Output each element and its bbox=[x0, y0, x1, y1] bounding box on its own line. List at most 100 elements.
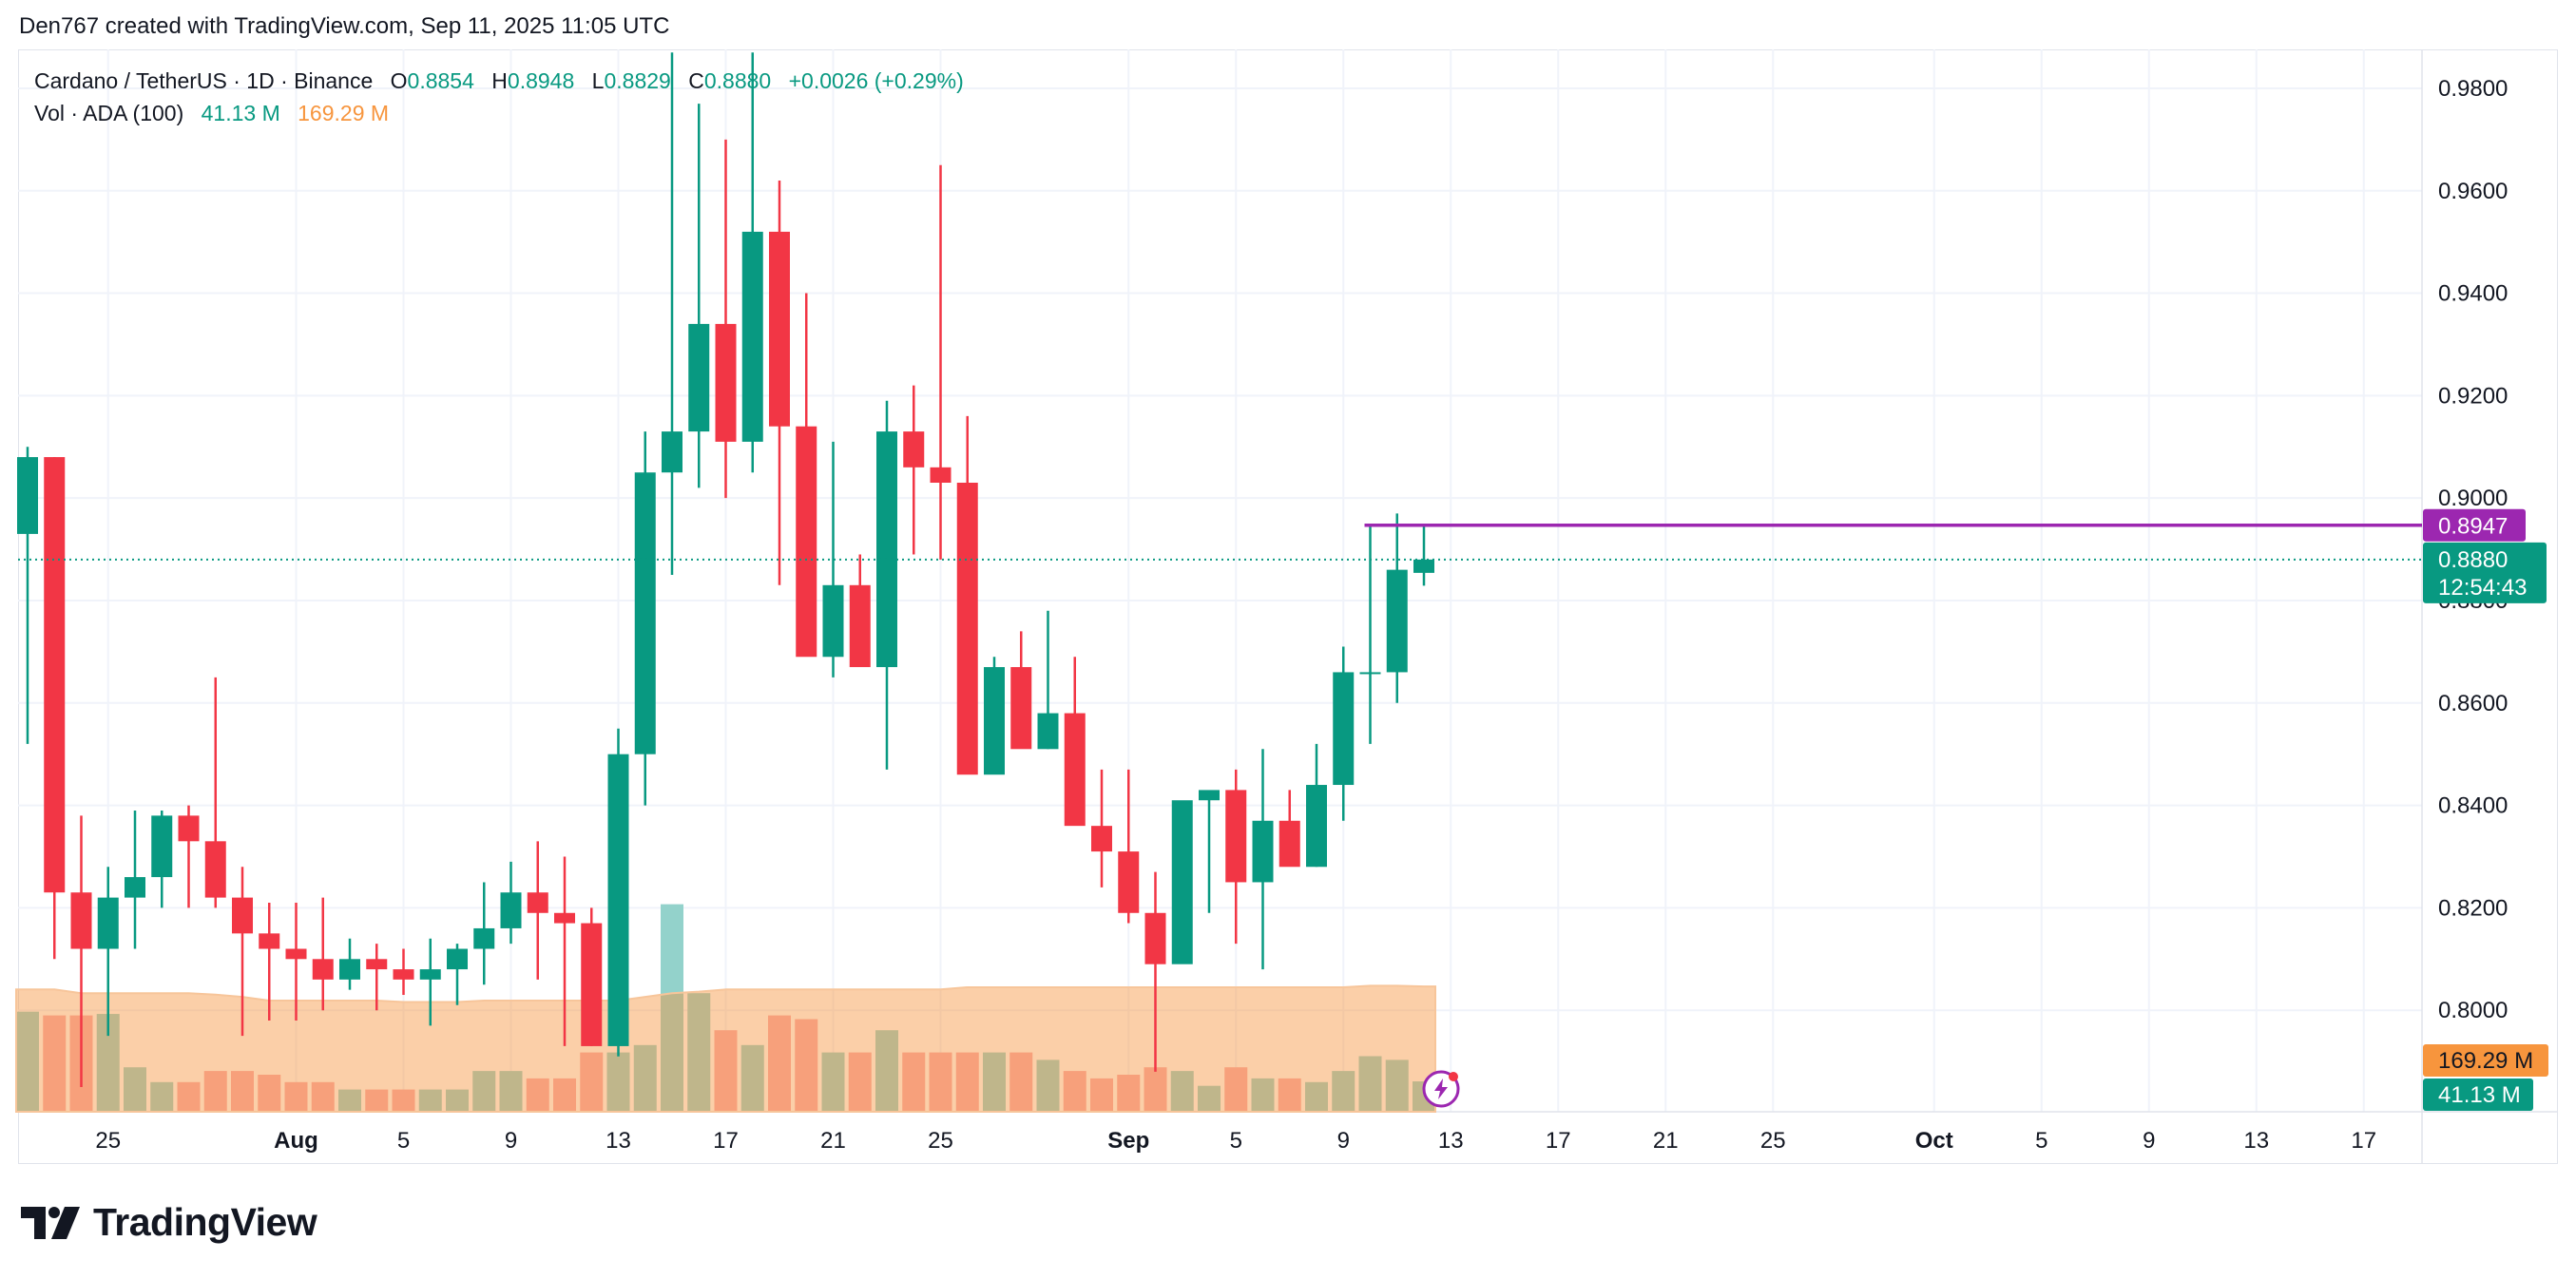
symbol-title[interactable]: Cardano / TetherUS · 1D · Binance bbox=[34, 68, 374, 93]
time-tick-label: 9 bbox=[505, 1128, 517, 1154]
countdown-label: 12:54:43 bbox=[2438, 575, 2527, 601]
candle-body bbox=[1199, 790, 1220, 801]
ohlc-legend: Cardano / TetherUS · 1D · Binance O0.885… bbox=[34, 68, 964, 94]
candle bbox=[1144, 871, 1166, 1072]
volume-bar bbox=[16, 1011, 39, 1112]
time-axis: 25 Aug 5 9 13 17 21 25 Sep 5 9 13 17 21 25 Oct 5 9 13 17 bbox=[95, 1128, 2376, 1154]
candle-body bbox=[822, 584, 844, 658]
candle-body bbox=[741, 231, 763, 442]
candle bbox=[1091, 769, 1112, 888]
time-tick-label: 25 bbox=[928, 1128, 953, 1154]
volume-bar bbox=[1144, 1067, 1167, 1112]
candle-body bbox=[285, 948, 307, 960]
candle bbox=[1199, 790, 1220, 913]
candle-body bbox=[1064, 713, 1086, 827]
volume-bar bbox=[848, 1052, 872, 1112]
close-label: C bbox=[688, 68, 704, 93]
candle bbox=[903, 385, 925, 555]
candle-body bbox=[903, 431, 925, 468]
volume-ma-value: 169.29 M bbox=[298, 101, 390, 125]
candle-body bbox=[1278, 820, 1300, 868]
candle-body bbox=[554, 912, 575, 924]
candle-body bbox=[930, 467, 952, 483]
candle-body bbox=[473, 927, 495, 949]
volume-bar bbox=[1009, 1052, 1033, 1112]
volume-bar bbox=[821, 1052, 845, 1112]
candle-body bbox=[339, 959, 360, 980]
volume-bar bbox=[875, 1030, 898, 1112]
volume-bar bbox=[1224, 1067, 1248, 1112]
candle-body bbox=[796, 426, 817, 658]
high-value: 0.8948 bbox=[507, 68, 575, 93]
volume-bar bbox=[1251, 1078, 1275, 1112]
price-tick-label: 0.9200 bbox=[2438, 383, 2508, 409]
volume-bar bbox=[768, 1015, 791, 1112]
candle bbox=[1252, 749, 1274, 970]
price-tick-label: 0.8000 bbox=[2438, 998, 2508, 1023]
candle bbox=[97, 867, 119, 1037]
volume-bar bbox=[338, 1089, 361, 1112]
candle bbox=[17, 447, 38, 744]
volume-ma-tag bbox=[2423, 1044, 2548, 1077]
lightning-icon bbox=[1422, 1070, 1460, 1108]
candle-body bbox=[662, 431, 682, 473]
hline-price-tag bbox=[2423, 508, 2526, 542]
time-tick-label: 21 bbox=[1653, 1128, 1679, 1154]
candle bbox=[849, 554, 871, 668]
candle bbox=[796, 293, 817, 658]
volume-bar bbox=[124, 1067, 146, 1112]
candle bbox=[662, 52, 682, 576]
volume-bar bbox=[687, 993, 711, 1112]
volume-ma-tag-label: 169.29 M bbox=[2438, 1048, 2533, 1074]
candle bbox=[500, 861, 522, 945]
candle-body bbox=[17, 457, 38, 534]
candle bbox=[285, 903, 307, 1021]
change-value: +0.0026 (+0.29%) bbox=[788, 68, 964, 93]
candle bbox=[125, 810, 145, 949]
candle-body bbox=[876, 431, 897, 668]
volume-bar bbox=[418, 1089, 442, 1112]
volume-title[interactable]: Vol · ADA (100) bbox=[34, 101, 184, 125]
volume-bar bbox=[472, 1071, 496, 1112]
candle bbox=[581, 907, 603, 1046]
candle bbox=[1278, 790, 1300, 868]
candle bbox=[419, 938, 441, 1026]
time-tick-label: 5 bbox=[2035, 1128, 2047, 1154]
volume-bar bbox=[446, 1089, 469, 1112]
candle bbox=[554, 856, 575, 1046]
time-tick-label: 5 bbox=[1230, 1128, 1242, 1154]
candle bbox=[876, 400, 897, 770]
tradingview-logo[interactable]: TradingView bbox=[21, 1200, 317, 1245]
candle-body bbox=[44, 457, 66, 893]
candle-body bbox=[232, 897, 253, 934]
candle bbox=[447, 944, 468, 1005]
volume-bar bbox=[43, 1015, 67, 1112]
lightning-icon-dot bbox=[1449, 1072, 1458, 1081]
time-tick-label: 17 bbox=[713, 1128, 739, 1154]
candle bbox=[634, 431, 656, 806]
candle bbox=[1413, 525, 1434, 586]
volume-legend: Vol · ADA (100) 41.13 M 169.29 M bbox=[34, 101, 389, 126]
candle-body bbox=[1118, 851, 1140, 913]
candle-body bbox=[312, 959, 334, 980]
volume-bar bbox=[526, 1078, 549, 1112]
candle-body bbox=[1333, 672, 1355, 786]
volume-bar bbox=[392, 1089, 415, 1112]
candle-body bbox=[419, 969, 441, 980]
volume-bar bbox=[150, 1081, 174, 1112]
volume-value: 41.13 M bbox=[201, 101, 280, 125]
volume-bar bbox=[740, 1044, 764, 1112]
volume-bar bbox=[1198, 1085, 1221, 1112]
volume-bar bbox=[1117, 1075, 1141, 1112]
open-value: 0.8854 bbox=[407, 68, 474, 93]
candle bbox=[151, 810, 173, 908]
volume-ma-fill bbox=[15, 984, 1436, 1113]
candle-body bbox=[366, 959, 388, 970]
time-tick-label: 13 bbox=[1438, 1128, 1464, 1154]
candle bbox=[1010, 631, 1032, 750]
candle bbox=[1037, 610, 1059, 750]
volume-bars bbox=[16, 904, 1435, 1112]
hline-price-label: 0.8947 bbox=[2438, 514, 2508, 540]
time-tick-label: 17 bbox=[1546, 1128, 1571, 1154]
